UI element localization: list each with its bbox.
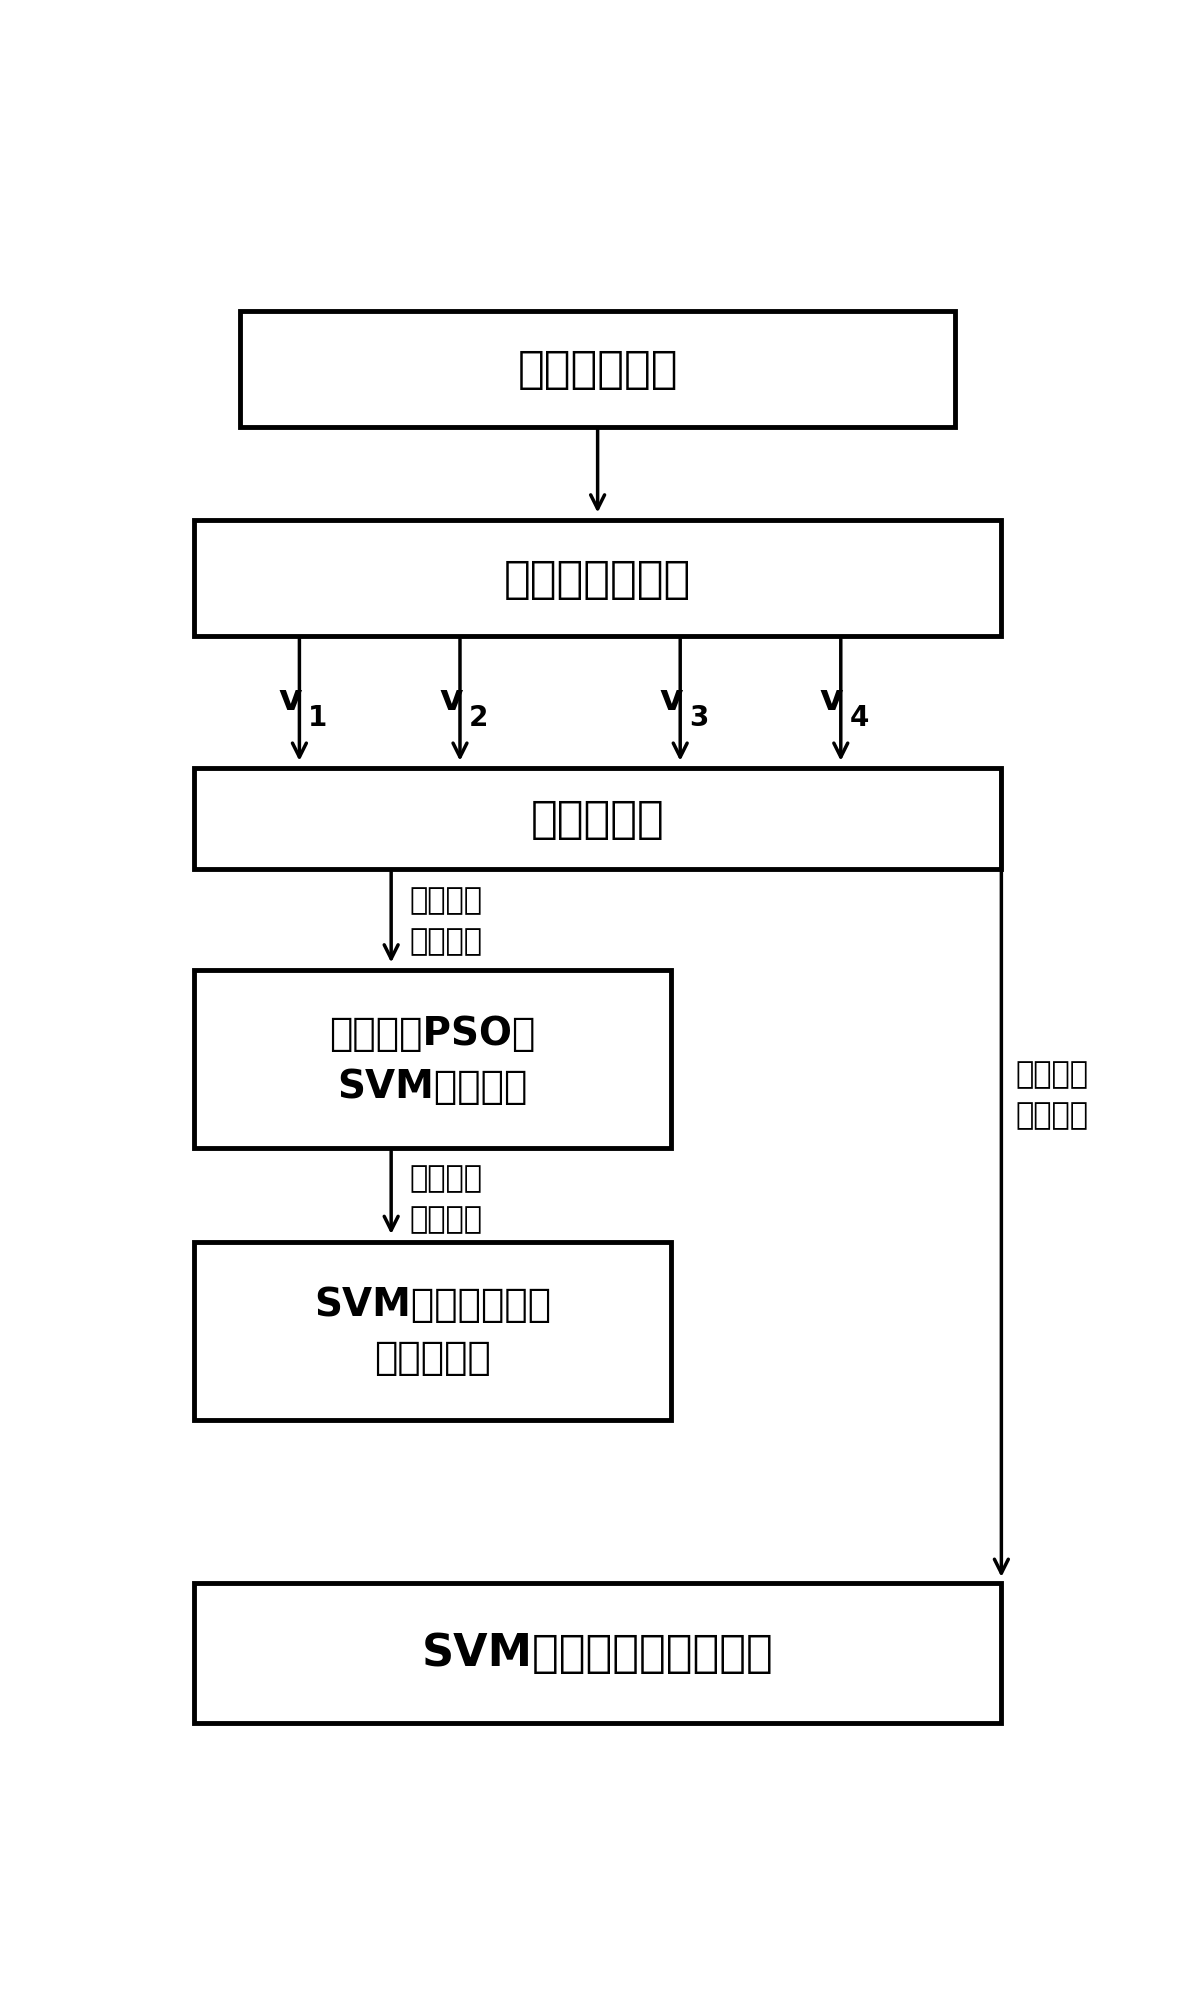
- FancyBboxPatch shape: [194, 1243, 671, 1420]
- FancyBboxPatch shape: [240, 312, 955, 427]
- Text: SVM分类器模板匹配识别: SVM分类器模板匹配识别: [422, 1631, 773, 1674]
- Text: 训练样本
特征向量: 训练样本 特征向量: [410, 886, 483, 957]
- Text: 扰动信号输入: 扰动信号输入: [517, 348, 678, 391]
- FancyBboxPatch shape: [194, 522, 1002, 636]
- FancyBboxPatch shape: [194, 971, 671, 1148]
- FancyBboxPatch shape: [194, 769, 1002, 870]
- Text: 4: 4: [849, 703, 869, 731]
- Text: v: v: [439, 683, 463, 717]
- Text: v: v: [659, 683, 683, 717]
- Text: v: v: [278, 683, 302, 717]
- Text: 特征量提取: 特征量提取: [530, 798, 664, 840]
- Text: 2: 2: [469, 703, 488, 731]
- FancyBboxPatch shape: [194, 1583, 1002, 1722]
- Text: 3: 3: [689, 703, 708, 731]
- Text: 测试样本
特征向量: 测试样本 特征向量: [1015, 1059, 1088, 1130]
- Text: SVM分类器训练形
成分类模板: SVM分类器训练形 成分类模板: [314, 1285, 551, 1378]
- Text: 1: 1: [308, 703, 328, 731]
- Text: 基于改进PSO的
SVM参数优化: 基于改进PSO的 SVM参数优化: [329, 1015, 535, 1106]
- Text: 训练样本
特征向量: 训练样本 特征向量: [410, 1164, 483, 1233]
- Text: 加权形态滤波器: 加权形态滤波器: [504, 558, 691, 600]
- Text: v: v: [819, 683, 843, 717]
